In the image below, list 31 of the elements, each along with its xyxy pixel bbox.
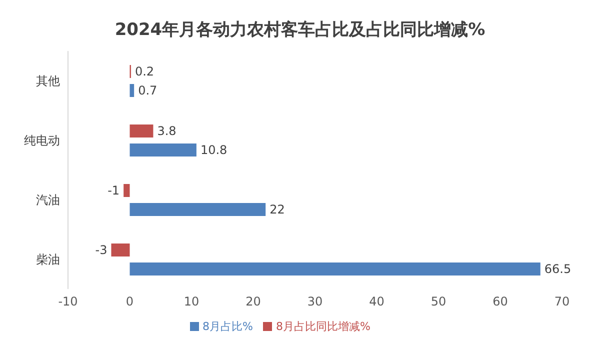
x-tick-label: 70 xyxy=(554,294,570,309)
data-label: 66.5 xyxy=(544,262,572,276)
data-label: 10.8 xyxy=(200,143,228,157)
bar xyxy=(130,144,196,156)
data-label: 0.2 xyxy=(134,64,154,78)
data-label: 22 xyxy=(270,202,285,216)
x-tick-label: -10 xyxy=(58,294,78,309)
data-label: -3 xyxy=(95,243,108,257)
x-tick-label: 40 xyxy=(369,294,384,309)
bar xyxy=(130,262,540,276)
legend-label: 8月占比同比增减% xyxy=(276,320,370,333)
x-tick-label: 10 xyxy=(184,294,200,309)
legend-label: 8月占比% xyxy=(202,320,253,333)
x-tick-label: 0 xyxy=(126,294,134,309)
bar xyxy=(130,203,266,216)
y-tick-label: 其他 xyxy=(36,74,60,88)
data-label: -1 xyxy=(108,184,120,198)
data-label: 0.7 xyxy=(138,84,158,98)
bar xyxy=(130,84,134,97)
x-tick-label: 50 xyxy=(430,294,446,309)
x-tick-label: 20 xyxy=(246,294,261,309)
x-tick-label: 30 xyxy=(307,294,323,309)
y-tick-label: 汽油 xyxy=(36,193,60,208)
chart-title: 2024年月各动力农村客车占比及占比同比增减% xyxy=(114,19,486,42)
bar xyxy=(130,124,154,138)
y-tick-label: 柴油 xyxy=(36,252,60,267)
bar xyxy=(124,184,130,197)
y-tick-label: 纯电动 xyxy=(24,134,60,148)
x-tick-label: 60 xyxy=(492,294,508,309)
bar xyxy=(111,244,130,256)
data-label: 3.8 xyxy=(157,124,176,138)
